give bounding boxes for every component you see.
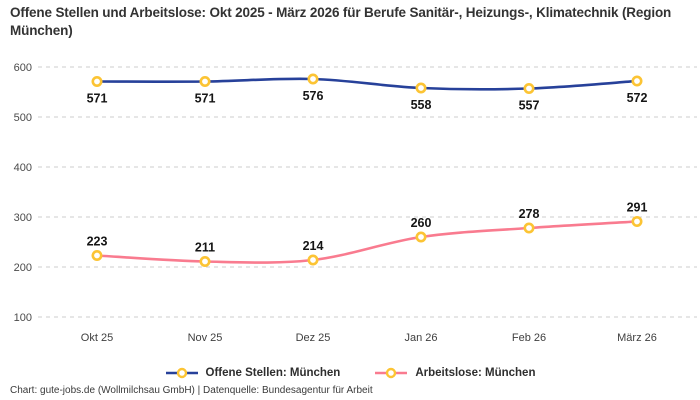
x-axis-tick-label: Okt 25: [81, 332, 113, 344]
data-point-label: 558: [411, 98, 432, 112]
x-axis-tick-label: Nov 25: [188, 332, 223, 344]
data-point-marker: [91, 250, 103, 262]
data-point-marker: [523, 222, 535, 234]
data-point-label: 571: [87, 92, 108, 106]
data-point-label: 291: [627, 201, 648, 215]
x-axis-tick-label: Jan 26: [404, 332, 437, 344]
data-point-label: 211: [195, 241, 215, 255]
chart-title: Offene Stellen und Arbeitslose: Okt 2025…: [10, 5, 672, 38]
y-axis-tick-label: 400: [14, 162, 32, 174]
legend-swatch-arbeitslose-icon: [375, 367, 408, 379]
data-point-marker: [199, 76, 211, 88]
data-point-label: 571: [195, 92, 216, 106]
x-axis-tick-label: Dez 25: [296, 332, 331, 344]
data-point-marker: [631, 75, 643, 87]
data-point-marker: [91, 76, 103, 88]
x-axis-tick-label: März 26: [617, 332, 657, 344]
data-point-marker: [307, 254, 319, 266]
series-line: [95, 77, 639, 91]
data-point-marker: [199, 255, 211, 267]
data-point-marker: [307, 73, 319, 85]
legend-label-offene-stellen: Offene Stellen: München: [205, 367, 341, 379]
chart-footer: Chart: gute-jobs.de (Wollmilchsau GmbH) …: [10, 385, 373, 396]
y-axis-tick-label: 100: [14, 312, 32, 324]
y-axis-tick-label: 200: [14, 262, 32, 274]
legend-item-arbeitslose: Arbeitslose: München: [374, 367, 535, 379]
data-point-label: 557: [519, 99, 540, 113]
legend: Offene Stellen: München Arbeitslose: Mün…: [0, 367, 700, 379]
data-point-label: 214: [303, 239, 324, 253]
data-point-marker: [415, 82, 427, 94]
series-line: [95, 220, 639, 264]
y-axis-tick-label: 600: [14, 62, 32, 74]
legend-swatch-offene-stellen-icon: [165, 367, 198, 379]
legend-label-arbeitslose: Arbeitslose: München: [415, 367, 536, 379]
data-point-label: 576: [303, 89, 324, 103]
data-point-label: 278: [519, 207, 540, 221]
data-point-label: 260: [411, 216, 432, 230]
data-point-label: 223: [87, 235, 108, 249]
x-axis-tick-label: Feb 26: [512, 332, 546, 344]
data-point-marker: [523, 83, 535, 95]
data-point-marker: [415, 231, 427, 243]
y-axis-tick-label: 500: [14, 112, 32, 124]
data-point-label: 572: [627, 91, 648, 105]
legend-item-offene-stellen: Offene Stellen: München: [165, 367, 341, 379]
data-point-marker: [631, 216, 643, 228]
y-axis-tick-label: 300: [14, 212, 32, 224]
